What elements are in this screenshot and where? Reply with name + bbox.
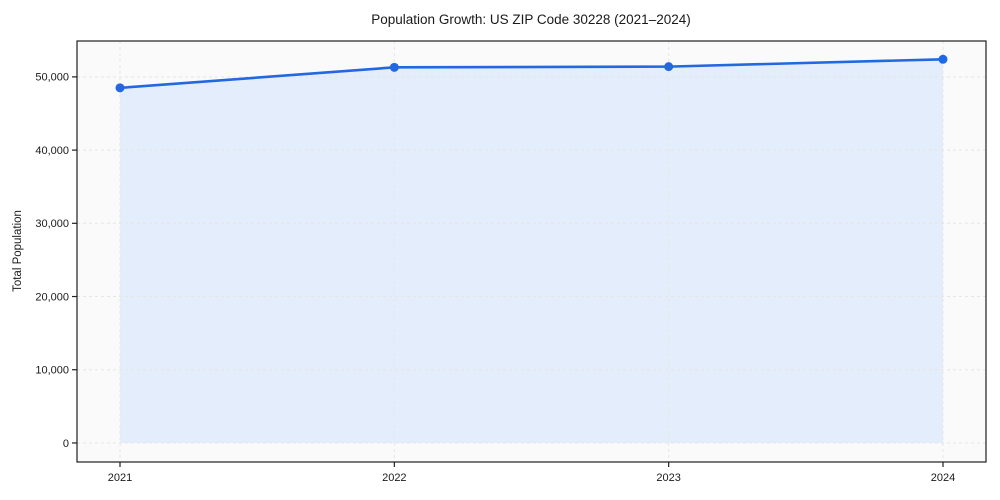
area-fill-layer bbox=[120, 59, 943, 443]
x-tick-label: 2021 bbox=[108, 472, 132, 484]
y-tick-label: 40,000 bbox=[35, 145, 69, 157]
y-tick-label: 50,000 bbox=[35, 72, 69, 84]
y-tick-label: 20,000 bbox=[35, 291, 69, 303]
y-tick-labels: 0 10,000 20,000 30,000 40,000 50,000 bbox=[35, 72, 69, 450]
data-point-2023 bbox=[664, 62, 674, 72]
x-tick-labels: 2021 2022 2023 2024 bbox=[108, 472, 955, 484]
y-tick-label: 0 bbox=[63, 438, 69, 450]
chart-title: Population Growth: US ZIP Code 30228 (20… bbox=[371, 12, 690, 27]
y-tick-label: 10,000 bbox=[35, 365, 69, 377]
data-line-layer bbox=[118, 58, 945, 90]
plot-frame bbox=[76, 40, 987, 463]
gridlines-layer bbox=[77, 41, 986, 462]
y-tick-label: 30,000 bbox=[35, 218, 69, 230]
y-axis-label: Total Population bbox=[12, 210, 24, 292]
x-tick-label: 2024 bbox=[931, 472, 955, 484]
x-tick-label: 2022 bbox=[382, 472, 406, 484]
x-tick-label: 2023 bbox=[656, 472, 680, 484]
area-fill bbox=[120, 59, 943, 443]
tick-marks-layer bbox=[72, 76, 944, 467]
data-point-2021 bbox=[115, 83, 125, 93]
population-line bbox=[118, 58, 945, 90]
data-point-2022 bbox=[389, 62, 399, 72]
data-markers-layer bbox=[115, 54, 948, 93]
data-point-2024 bbox=[938, 54, 948, 64]
